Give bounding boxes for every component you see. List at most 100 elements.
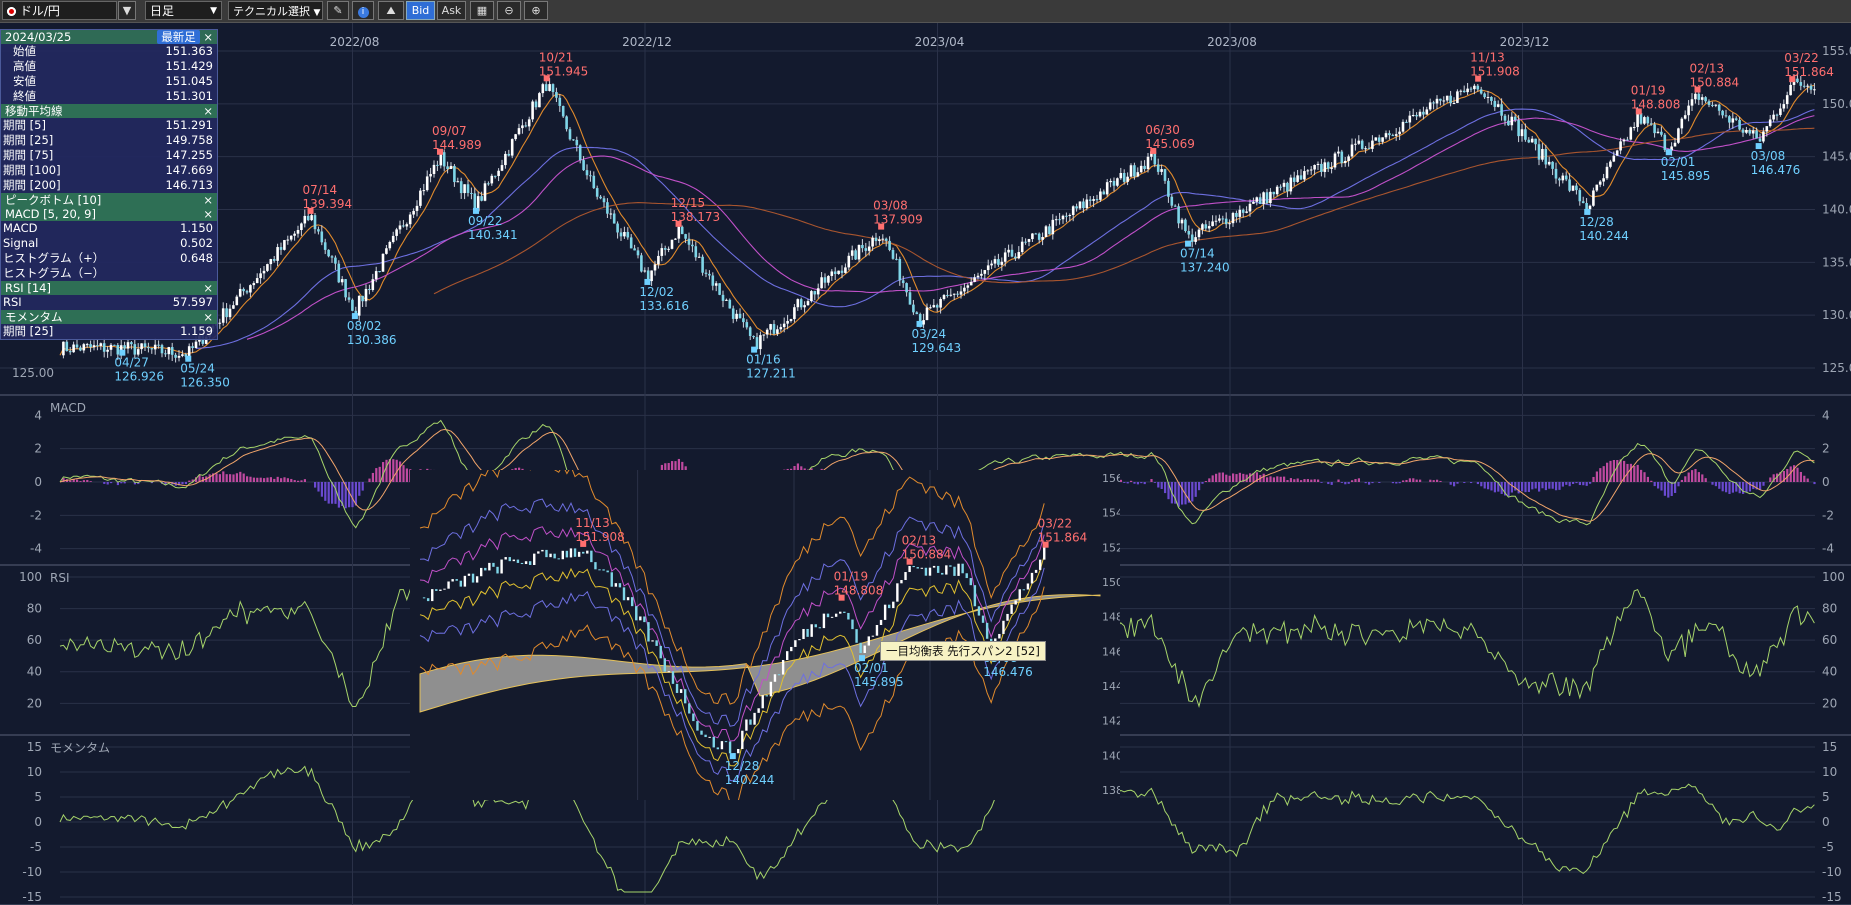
zoom-out-icon[interactable]: ⊖ [497,1,521,20]
technical-select[interactable]: テクニカル選択 ▼ [228,1,323,20]
candle-body [157,344,160,346]
inset-label-date: 02/01 [854,661,889,675]
close-icon[interactable]: × [203,193,213,207]
candle-body [1422,111,1425,115]
candle-body [1160,169,1163,172]
inset-candle [798,639,801,641]
candle-body [1292,177,1296,182]
peak-label-date: 11/13 [1470,51,1505,65]
macd-hist-neg [1721,482,1724,492]
candle-body [935,305,939,308]
bid-button[interactable]: Bid [406,1,435,20]
candle-body [759,335,762,350]
pencil-icon[interactable]: ✎ [327,1,349,20]
candle-body [1381,137,1384,142]
candle-body [827,275,830,283]
close-icon[interactable]: × [203,310,213,324]
inset-candle [810,624,813,637]
candle-body [204,336,208,344]
inset-candle [435,589,438,591]
macd-hist-neg [1551,482,1554,489]
info-row-label: MACD [3,221,38,235]
macd-hist-neg [334,482,337,504]
candle-body [1048,226,1051,235]
inset-candle [708,736,711,738]
macd-hist-pos [1218,472,1221,482]
info-row-label: RSI [3,295,22,309]
candle-body [748,327,752,337]
macd-hist-neg [317,482,320,492]
currency-pair-select[interactable]: ドル/円 [2,1,117,20]
candle-body [1789,84,1792,96]
pair-dropdown-button[interactable]: ▼ [118,1,136,20]
candle-body [1717,104,1721,111]
info-row-label: 期間 [25] [3,133,54,147]
candle-body [235,296,239,306]
candle-body [1619,141,1622,151]
macd-hist-pos [1150,479,1153,482]
candle-body [300,223,303,231]
candle-body [521,125,524,129]
inset-candle [794,640,797,647]
candle-body [1129,165,1133,177]
candle-body [419,190,422,206]
info-row-value: 147.255 [165,148,213,162]
zoom-in-icon[interactable]: ⊕ [524,1,548,20]
candle-body [1143,165,1146,170]
candle-body [463,184,466,194]
latest-badge[interactable]: 最新足 [157,30,200,44]
macd-hist-pos [382,462,385,482]
peak-marker [580,540,587,547]
candle-body [1530,138,1534,143]
inset-label-value: 150.884 [902,548,952,562]
period-select[interactable]: 日足 ▼ [145,1,222,20]
close-icon[interactable]: × [203,207,213,221]
candle-body [555,92,558,98]
candle-body [456,181,460,183]
macd-hist-neg [351,482,354,508]
info-icon[interactable]: i [352,1,374,20]
macd-hist-pos [191,479,194,482]
candle-body [973,277,976,282]
close-icon[interactable]: × [203,30,213,44]
candle-body [1748,130,1752,134]
macd-hist-neg [164,482,167,486]
candle-body [725,299,728,301]
close-icon[interactable]: × [203,281,213,295]
macd-hist-neg [1340,482,1343,483]
macd-hist-neg [314,482,317,488]
candle-body [745,322,749,328]
left-tick-label: 80 [27,602,42,616]
inset-candle [692,713,695,722]
macd-hist-pos [188,480,191,482]
ask-button[interactable]: Ask [437,1,466,20]
inset-label-value: 151.908 [575,530,625,544]
candle-body [1592,190,1595,206]
bottom-marker [1185,240,1192,247]
candle-body [1173,205,1177,207]
candle-body [1452,102,1456,104]
candle-body [323,242,327,250]
chart-settings-icon[interactable]: ▦ [470,1,494,20]
peak-label-date: 07/14 [1180,247,1215,261]
ichimoku-inset-chart[interactable]: 156 154 152 150 148 146 144 142 140 138 11/13 151.9… [410,456,1123,805]
candle-body [956,293,959,295]
candle-body [303,215,307,224]
macd-hist-neg [1480,482,1483,487]
candle-body [1524,129,1527,140]
close-icon[interactable]: × [203,104,213,118]
candle-body [476,196,480,212]
inset-candle [639,616,642,621]
candle-body [599,196,602,199]
inset-candle [728,741,732,754]
macd-hist-pos [375,468,378,482]
area-chart-icon[interactable]: ⛰ [378,1,404,20]
candle-body [446,166,449,170]
candle-body [1017,252,1021,259]
inset-candle [786,651,789,660]
macd-hist-neg [1136,482,1139,485]
info-row-label: ヒストグラム（+） [3,251,105,265]
candle-body [1432,102,1435,104]
inset-candle [737,748,740,754]
candle-body [1024,241,1027,243]
